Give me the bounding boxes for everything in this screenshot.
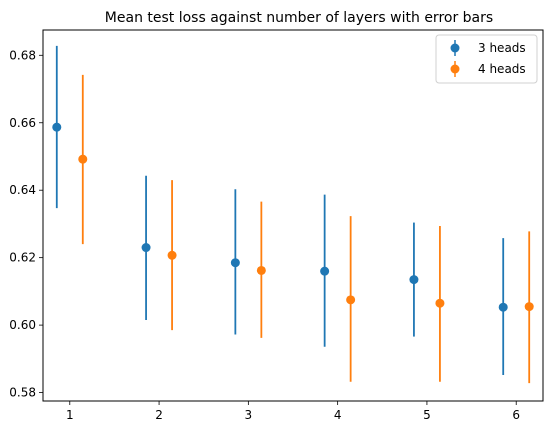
- y-tick-label: 0.60: [9, 318, 36, 332]
- x-tick-label: 1: [66, 408, 74, 422]
- x-tick-label: 5: [423, 408, 431, 422]
- legend-label: 3 heads: [478, 41, 526, 55]
- plot-area: [42, 29, 544, 402]
- chart-title: Mean test loss against number of layers …: [105, 10, 493, 26]
- x-tick-label: 4: [334, 408, 342, 422]
- legend-box: [435, 34, 538, 84]
- data-point: [167, 250, 177, 260]
- data-point: [256, 265, 266, 275]
- legend-item: 3 heads: [450, 40, 526, 56]
- data-point: [346, 295, 356, 305]
- y-tick-label: 0.66: [9, 116, 36, 130]
- data-point: [52, 122, 62, 132]
- data-series: [52, 45, 534, 384]
- legend-marker: [450, 64, 460, 74]
- data-point: [435, 298, 445, 308]
- y-tick-label: 0.64: [9, 183, 36, 197]
- y-tick-label: 0.62: [9, 251, 36, 265]
- legend-marker: [450, 43, 460, 53]
- legend-label: 4 heads: [478, 62, 526, 76]
- y-axis: 0.58 0.60 0.62 0.64 0.66 0.68: [9, 48, 43, 400]
- legend: 3 heads 4 heads: [435, 34, 538, 84]
- series-1: [52, 45, 508, 376]
- y-tick-label: 0.68: [9, 48, 36, 62]
- x-axis: 1 2 3 4 5 6: [66, 401, 520, 422]
- data-point: [320, 266, 330, 276]
- data-point: [524, 302, 534, 312]
- data-point: [498, 302, 508, 312]
- data-point: [141, 243, 151, 253]
- data-point: [230, 258, 240, 268]
- x-tick-label: 3: [245, 408, 253, 422]
- legend-item: 4 heads: [450, 61, 526, 77]
- x-tick-label: 6: [512, 408, 520, 422]
- x-tick-label: 2: [155, 408, 163, 422]
- y-tick-label: 0.58: [9, 386, 36, 400]
- data-point: [409, 275, 419, 285]
- data-point: [78, 154, 88, 164]
- series-2: [78, 74, 534, 384]
